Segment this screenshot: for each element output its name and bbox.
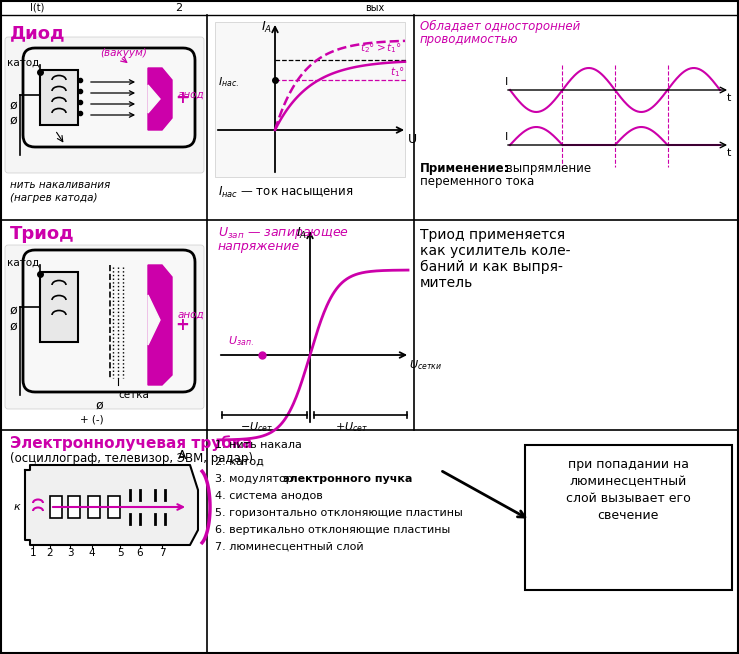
- Text: электронного пучка: электронного пучка: [283, 474, 412, 484]
- Polygon shape: [25, 465, 198, 545]
- Text: ø: ø: [10, 99, 18, 111]
- Text: сетка: сетка: [118, 390, 149, 400]
- Text: 7. люминесцентный слой: 7. люминесцентный слой: [215, 542, 364, 552]
- Text: (вакуум): (вакуум): [100, 48, 147, 58]
- Text: Электроннолучевая трубка: Электроннолучевая трубка: [10, 435, 253, 451]
- Text: ø: ø: [10, 114, 18, 126]
- Text: t: t: [727, 148, 732, 158]
- Text: ø: ø: [95, 398, 103, 411]
- Polygon shape: [148, 295, 160, 345]
- Text: $I_{нас}$ — ток насыщения: $I_{нас}$ — ток насыщения: [218, 185, 353, 200]
- Text: 5: 5: [117, 548, 123, 558]
- Text: 2. катод: 2. катод: [215, 457, 264, 467]
- Text: 6. вертикально отклоняющие пластины: 6. вертикально отклоняющие пластины: [215, 525, 450, 535]
- Text: U: U: [408, 133, 417, 146]
- Text: баний и как выпря-: баний и как выпря-: [420, 260, 563, 274]
- Text: (осциллограф, телевизор, ЭВМ, радар): (осциллограф, телевизор, ЭВМ, радар): [10, 452, 253, 465]
- Text: анод: анод: [178, 90, 205, 100]
- Text: $U_{зап}$ — запирающее: $U_{зап}$ — запирающее: [218, 225, 349, 241]
- Text: $-U_{сет}$: $-U_{сет}$: [240, 420, 273, 434]
- Bar: [215, 22, 405, 177]
- Text: выпрямление: выпрямление: [502, 162, 591, 175]
- Text: $I_{нас.}$: $I_{нас.}$: [218, 75, 239, 89]
- Text: ø: ø: [10, 303, 18, 317]
- Bar: [50, 496, 62, 518]
- Text: Триод применяется: Триод применяется: [420, 228, 565, 242]
- Text: люминесцентный: люминесцентный: [569, 475, 687, 488]
- Text: +: +: [175, 316, 189, 334]
- FancyBboxPatch shape: [5, 37, 204, 173]
- Text: + (-): + (-): [80, 415, 103, 425]
- Text: 4: 4: [89, 548, 95, 558]
- Text: I: I: [505, 77, 508, 87]
- Text: как усилитель коле-: как усилитель коле-: [420, 244, 571, 258]
- Text: Обладает односторонней: Обладает односторонней: [420, 20, 580, 33]
- Bar: [40, 272, 78, 342]
- Text: +: +: [175, 89, 189, 107]
- Text: 2: 2: [175, 3, 182, 13]
- Text: 3. модулятор: 3. модулятор: [215, 474, 296, 484]
- FancyBboxPatch shape: [5, 245, 204, 409]
- Text: катод: катод: [7, 58, 39, 68]
- Text: 6: 6: [137, 548, 143, 558]
- Text: 4. система анодов: 4. система анодов: [215, 491, 323, 501]
- Bar: [68, 496, 80, 518]
- Bar: [108, 496, 120, 518]
- Text: $+U_{сет}$: $+U_{сет}$: [335, 420, 368, 434]
- Bar: [40, 70, 78, 125]
- Text: 3: 3: [67, 548, 73, 558]
- Text: слой вызывает его: слой вызывает его: [565, 492, 690, 505]
- Text: напряжение: напряжение: [218, 240, 300, 253]
- Bar: [88, 496, 100, 518]
- Text: I: I: [505, 132, 508, 142]
- Text: $U_{сетки}$: $U_{сетки}$: [409, 358, 442, 372]
- Bar: [525, 445, 732, 590]
- Text: $I_A$: $I_A$: [296, 226, 307, 241]
- Text: $U_{зап.}$: $U_{зап.}$: [228, 334, 253, 348]
- Polygon shape: [148, 265, 172, 385]
- Text: Диод: Диод: [10, 24, 66, 42]
- Text: свечение: свечение: [597, 509, 658, 522]
- Text: t: t: [727, 93, 732, 103]
- Text: проводимостью: проводимостью: [420, 33, 519, 46]
- Text: A: A: [178, 449, 186, 462]
- FancyBboxPatch shape: [23, 250, 195, 392]
- FancyBboxPatch shape: [23, 48, 195, 147]
- Text: 2: 2: [47, 548, 53, 558]
- Text: при попадании на: при попадании на: [568, 458, 689, 471]
- Text: катод: катод: [7, 258, 39, 268]
- Text: I(t): I(t): [30, 3, 44, 13]
- Text: $t_1°$: $t_1°$: [390, 65, 405, 79]
- Text: митель: митель: [420, 276, 473, 290]
- Text: переменного тока: переменного тока: [420, 175, 534, 188]
- Text: к: к: [14, 502, 21, 512]
- Text: ø: ø: [10, 320, 18, 332]
- Text: 5. горизонтально отклоняющие пластины: 5. горизонтально отклоняющие пластины: [215, 508, 463, 518]
- Text: (нагрев катода): (нагрев катода): [10, 193, 98, 203]
- Text: нить накаливания: нить накаливания: [10, 180, 110, 190]
- Text: анод: анод: [178, 310, 205, 320]
- Text: вых: вых: [365, 3, 384, 13]
- Text: $t_2°>t_1°$: $t_2°>t_1°$: [360, 41, 402, 55]
- Text: 7: 7: [159, 548, 166, 558]
- Text: 1: 1: [30, 548, 36, 558]
- Text: 1. нить накала: 1. нить накала: [215, 440, 302, 450]
- Polygon shape: [148, 68, 172, 130]
- Text: $I_A$: $I_A$: [261, 20, 272, 35]
- Polygon shape: [148, 85, 160, 113]
- Text: Триод: Триод: [10, 225, 75, 243]
- Text: Применение:: Применение:: [420, 162, 509, 175]
